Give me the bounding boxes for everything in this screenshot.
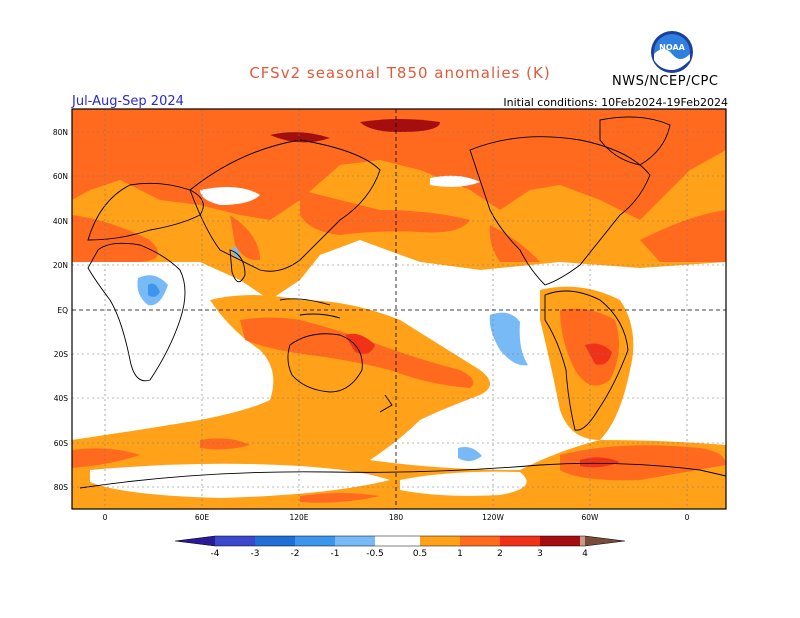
lat-tick-label: 80N <box>53 128 68 137</box>
colorbar-swatch <box>175 536 215 546</box>
lat-tick-label: 60N <box>53 172 68 181</box>
coastline-africa <box>87 242 186 382</box>
colorbar-swatch <box>580 536 585 546</box>
anomaly-field <box>72 109 726 509</box>
lon-tick-label: 120W <box>482 513 504 522</box>
coastline-new-zealand <box>379 394 393 413</box>
noaa-logo-text: NOAA <box>659 43 685 52</box>
anomaly-region <box>300 493 380 503</box>
colorbar-tick-label: -1 <box>331 549 340 559</box>
colorbar-swatch <box>215 536 255 546</box>
lat-tick-label: 40N <box>53 217 68 226</box>
colorbar-tick-label: 0.5 <box>413 549 427 559</box>
colorbar-swatch <box>500 536 540 546</box>
anomaly-region <box>72 448 140 468</box>
anomaly-region <box>345 333 375 354</box>
anomaly-region <box>230 215 260 261</box>
anomaly-region <box>640 210 726 262</box>
coastline-australia <box>287 333 363 393</box>
lat-tick-label: 40S <box>54 394 69 403</box>
anomaly-region <box>489 312 528 366</box>
colorbar-tick-label: -2 <box>291 549 300 559</box>
lat-tick-label: 20N <box>53 261 68 270</box>
anomaly-region <box>489 225 540 262</box>
lon-tick-label: 0 <box>103 513 108 522</box>
noaa-logo-icon: NOAA <box>651 31 693 73</box>
colorbar-tick-label: -3 <box>251 549 260 559</box>
colorbar-tick-label: -4 <box>211 549 220 559</box>
lon-tick-label: 60W <box>582 513 600 522</box>
colorbar-tick-label: 1 <box>457 549 463 559</box>
anomaly-region <box>200 186 260 205</box>
lon-tick-label: 0 <box>685 513 690 522</box>
coastlines <box>79 116 726 489</box>
anomaly-region <box>148 283 160 297</box>
lat-tick-label: EQ <box>57 306 68 315</box>
colorbar-swatch <box>540 536 580 546</box>
anomaly-region <box>240 317 474 388</box>
anomaly-region <box>560 445 726 481</box>
anomaly-region <box>317 248 560 385</box>
colorbar-swatch <box>295 536 335 546</box>
longitude-axis: 0 60E 120E 180 120W 60W 0 <box>103 513 690 522</box>
colorbar-tick-label: 4 <box>582 549 588 559</box>
lon-tick-label: 120E <box>289 513 308 522</box>
colorbar-swatch <box>585 536 625 546</box>
colorbar-swatch <box>255 536 295 546</box>
anomaly-region <box>72 295 490 462</box>
colorbar-tick-label: 2 <box>497 549 503 559</box>
coastline-maritime <box>279 298 341 319</box>
coastline-europe <box>87 182 204 241</box>
coastline-south-america <box>544 290 629 431</box>
lon-tick-label: 60E <box>195 513 210 522</box>
coastline-north-america <box>469 136 651 286</box>
lon-tick-label: 180 <box>389 513 404 522</box>
anomaly-region <box>400 471 527 496</box>
lat-tick-label: 60S <box>54 439 69 448</box>
latitude-axis: 80N 60N 40N 20N EQ 20S 40S 60S 80S <box>53 128 68 492</box>
coastline-greenland <box>599 116 671 166</box>
anomaly-region <box>200 438 250 450</box>
anomaly-region <box>300 190 470 235</box>
lat-tick-label: 20S <box>54 350 69 359</box>
initial-conditions-label: Initial conditions: 10Feb2024-19Feb2024 <box>503 96 728 109</box>
coastline-antarctica <box>79 462 726 489</box>
lat-tick-label: 80S <box>54 483 69 492</box>
colorbar-swatch <box>420 536 460 546</box>
anomaly-region <box>458 447 482 462</box>
season-label: Jul-Aug-Sep 2024 <box>72 94 184 109</box>
colorbar-tick-label: -0.5 <box>366 549 384 559</box>
anomaly-region <box>360 119 440 132</box>
coastline-asia <box>189 139 381 272</box>
colorbar-swatch <box>335 536 375 546</box>
colorbar-swatch <box>460 536 500 546</box>
agency-label: NWS/NCEP/CPC <box>612 74 719 89</box>
anomaly-region <box>270 132 330 143</box>
map-frame <box>71 108 727 510</box>
graticule <box>72 109 726 509</box>
colorbar-swatch <box>375 536 420 546</box>
map-title: CFSv2 seasonal T850 anomalies (K) <box>249 64 551 82</box>
anomaly-region <box>430 175 480 187</box>
anomaly-region <box>90 463 390 498</box>
colorbar-tick-label: 3 <box>537 549 543 559</box>
coastline-india <box>229 249 246 283</box>
colorbar: -4 -3 -2 -1 -0.5 0.5 1 2 3 4 <box>174 535 626 559</box>
